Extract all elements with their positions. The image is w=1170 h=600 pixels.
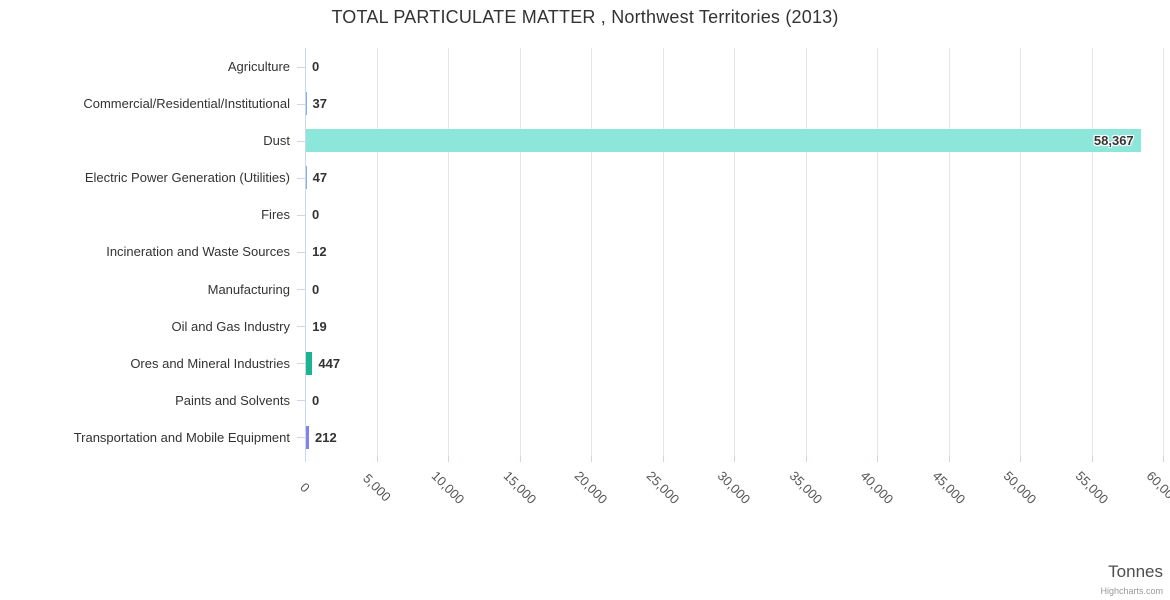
x-tick-label: 40,000 [857, 468, 897, 507]
bar-transportation-and-mobile-equipment[interactable] [306, 425, 310, 449]
x-tick-label: 0 [297, 479, 313, 496]
value-label: 37 [312, 96, 327, 112]
x-tick-mark [877, 456, 878, 462]
x-tick-mark [591, 456, 592, 462]
x-gridline [734, 48, 735, 456]
highcharts-credits-link[interactable]: Highcharts.com [1100, 586, 1163, 596]
chart-title: TOTAL PARTICULATE MATTER , Northwest Ter… [331, 7, 839, 27]
x-tick-mark [662, 456, 664, 462]
category-label: Electric Power Generation (Utilities) [84, 170, 290, 186]
category-tick-mark [297, 437, 305, 439]
category-tick-mark [297, 103, 305, 105]
bar-row: 37 [305, 85, 1163, 122]
bar-dust[interactable] [306, 129, 1141, 153]
bar-row: 12 [305, 233, 1163, 270]
category-tick-mark [297, 326, 305, 328]
x-gridline [805, 48, 807, 456]
value-label: 0 [312, 281, 320, 297]
value-label: 447 [318, 355, 341, 371]
x-tick-label: 35,000 [786, 468, 825, 507]
x-tick-label: 15,000 [500, 468, 539, 507]
x-gridline [519, 48, 521, 456]
category-tick-mark [297, 140, 305, 142]
category-tick-mark [297, 252, 305, 253]
x-axis-title: Tonnes [1108, 562, 1163, 581]
y-axis-line [305, 48, 306, 456]
category-label: Paints and Solvents [175, 392, 290, 408]
bar-row: 212 [305, 419, 1163, 456]
x-tick-label: 50,000 [1000, 468, 1040, 507]
x-tick-mark [1091, 456, 1093, 462]
category-label: Agriculture [227, 59, 290, 74]
x-tick-label: 25,000 [643, 468, 682, 507]
x-gridline [662, 48, 664, 456]
bar-commercial-residential-institutional[interactable] [306, 92, 307, 116]
value-label: 47 [312, 170, 328, 186]
value-label: 212 [315, 429, 337, 445]
value-label: 58,367 [1093, 133, 1134, 149]
x-gridline [376, 48, 378, 456]
category-label: Oil and Gas Industry [171, 318, 291, 334]
value-label: 0 [312, 207, 320, 223]
category-tick-mark [297, 289, 305, 291]
bar-ores-and-mineral-industries[interactable] [306, 351, 313, 375]
category-tick-mark [297, 400, 305, 402]
bar-row: 0 [305, 271, 1163, 308]
x-tick-label: 30,000 [714, 468, 754, 507]
bar-row: 58,367 [305, 122, 1163, 159]
category-label: Ores and Mineral Industries [130, 355, 290, 371]
category-tick-mark [297, 363, 305, 365]
bar-row: 0 [305, 48, 1163, 85]
x-tick-label: 45,000 [929, 468, 968, 507]
x-gridline [591, 48, 592, 456]
bar-row: 19 [305, 308, 1163, 345]
category-tick-mark [297, 177, 305, 179]
x-tick-label: 5,000 [359, 470, 394, 505]
x-gridline [1020, 48, 1021, 456]
category-label: Fires [261, 207, 290, 223]
x-tick-label: 60,000 [1143, 468, 1170, 507]
x-tick-label: 55,000 [1072, 468, 1111, 507]
x-gridline [448, 48, 449, 456]
x-tick-label: 10,000 [428, 468, 468, 507]
value-label: 12 [312, 244, 327, 260]
x-gridline [877, 48, 878, 456]
bar-row: 447 [305, 345, 1163, 382]
category-label: Incineration and Waste Sources [106, 244, 290, 260]
category-tick-mark [297, 214, 305, 216]
x-gridline [1091, 48, 1093, 456]
category-label: Manufacturing [207, 281, 290, 297]
x-tick-mark [1163, 456, 1164, 462]
x-tick-mark [948, 456, 950, 462]
bar-row: 0 [305, 196, 1163, 233]
category-label: Commercial/Residential/Institutional [83, 96, 290, 112]
value-label: 0 [312, 59, 320, 74]
x-gridline [948, 48, 950, 456]
x-tick-mark [448, 456, 449, 462]
x-tick-mark [734, 456, 735, 462]
x-gridline [1163, 48, 1164, 456]
x-tick-mark [805, 456, 807, 462]
plot-area: 0 37 58,367 47 0 12 0 19 447 0 212 [305, 48, 1164, 462]
value-label: 19 [312, 318, 327, 334]
x-tick-mark [1020, 456, 1021, 462]
value-label: 0 [312, 392, 320, 408]
x-tick-mark [519, 456, 521, 462]
category-tick-mark [297, 66, 305, 68]
category-label: Transportation and Mobile Equipment [73, 429, 290, 445]
bar-row: 47 [305, 159, 1163, 196]
x-tick-mark [376, 456, 378, 462]
bar-row: 0 [305, 382, 1163, 419]
x-tick-label: 20,000 [571, 468, 611, 507]
bar-electric-power-generation-utilities-[interactable] [306, 166, 307, 190]
category-label: Dust [263, 133, 290, 149]
x-tick-mark [305, 456, 306, 462]
